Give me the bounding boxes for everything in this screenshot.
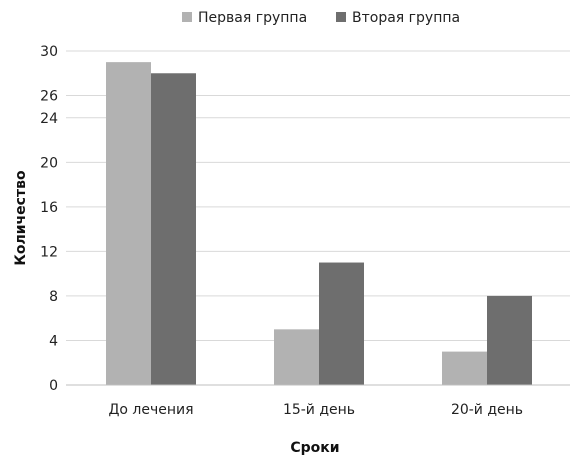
y-tick-label: 0	[49, 378, 58, 394]
bar-series-1	[274, 329, 319, 385]
bar-series-2	[487, 295, 532, 385]
x-axis-title: Сроки	[290, 440, 339, 456]
y-tick-label: 12	[40, 244, 58, 260]
bar-series-1	[106, 62, 151, 386]
legend-swatch-series-2	[336, 12, 346, 22]
y-tick-label: 24	[40, 111, 58, 127]
y-tick-label: 20	[40, 155, 58, 171]
x-category-label: До лечения	[108, 402, 193, 418]
legend-swatch-series-1	[182, 12, 192, 22]
legend: Первая группа Вторая группа	[182, 10, 460, 26]
legend-label-series-2: Вторая группа	[352, 10, 460, 26]
bar-series-1	[442, 351, 487, 385]
x-category-labels: До лечения 15-й день 20-й день	[108, 402, 523, 418]
x-category-label: 15-й день	[283, 402, 355, 418]
y-tick-label: 4	[49, 333, 58, 349]
y-tick-label: 16	[40, 200, 58, 216]
x-category-label: 20-й день	[451, 402, 523, 418]
bars	[106, 62, 532, 386]
bar-series-2	[151, 73, 196, 386]
y-tick-label: 26	[40, 89, 58, 105]
y-tick-label: 30	[40, 44, 58, 60]
legend-label-series-1: Первая группа	[198, 10, 307, 26]
bar-series-2	[319, 262, 364, 385]
y-axis-title: Количество	[13, 170, 29, 266]
y-tick-labels: 0 4 8 12 16 20 24 26 30	[40, 44, 58, 394]
y-tick-label: 8	[49, 289, 58, 305]
